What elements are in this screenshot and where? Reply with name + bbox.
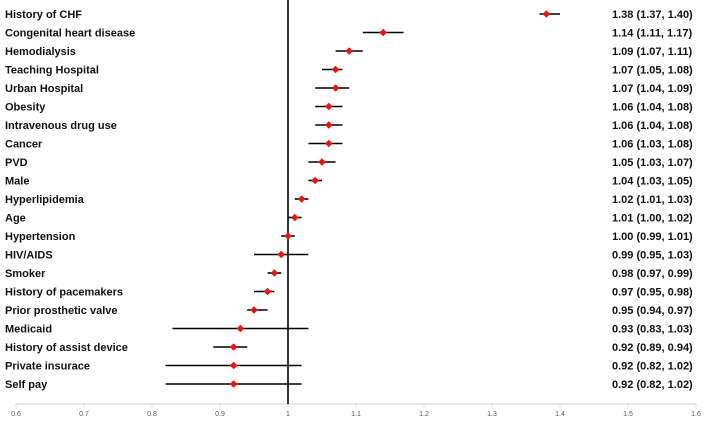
row-estimate-text: 0.95 (0.94, 0.97) bbox=[612, 305, 693, 317]
row-label: Male bbox=[5, 176, 29, 188]
point-estimate-marker bbox=[331, 65, 340, 74]
x-tick-label: 0.7 bbox=[79, 411, 89, 418]
point-estimate-marker bbox=[325, 121, 333, 129]
point-estimate-marker bbox=[325, 102, 333, 111]
row-label: Intravenous drug use bbox=[5, 120, 117, 132]
row-label: Congenital heart disease bbox=[5, 28, 135, 40]
row-label: Hypertension bbox=[5, 231, 76, 243]
row-label: Self pay bbox=[5, 379, 48, 391]
row-label: History of pacemakers bbox=[5, 287, 123, 299]
row-estimate-text: 1.02 (1.01, 1.03) bbox=[612, 194, 693, 206]
point-estimate-marker bbox=[318, 158, 326, 166]
row-estimate-text: 1.04 (1.03, 1.05) bbox=[612, 176, 693, 188]
point-estimate-marker bbox=[325, 139, 333, 148]
row-estimate-text: 1.06 (1.04, 1.08) bbox=[612, 120, 693, 132]
row-estimate-text: 0.92 (0.82, 1.02) bbox=[612, 379, 693, 391]
point-estimate-marker bbox=[277, 250, 285, 259]
point-estimate-marker bbox=[291, 213, 299, 222]
point-estimate-marker bbox=[379, 28, 387, 37]
point-estimate-marker bbox=[284, 232, 292, 240]
row-label: Teaching Hospital bbox=[5, 65, 99, 77]
row-label: History of CHF bbox=[5, 9, 82, 21]
row-estimate-text: 1.07 (1.04, 1.09) bbox=[612, 83, 693, 95]
row-label: Prior prosthetic valve bbox=[5, 305, 118, 317]
row-label: HIV/AIDS bbox=[5, 250, 53, 262]
row-estimate-text: 0.93 (0.83, 1.03) bbox=[612, 324, 693, 336]
point-estimate-marker bbox=[542, 10, 551, 18]
point-estimate-marker bbox=[263, 287, 272, 296]
row-label: Smoker bbox=[5, 268, 46, 280]
row-estimate-text: 0.92 (0.82, 1.02) bbox=[612, 361, 693, 373]
row-label: Obesity bbox=[5, 102, 46, 114]
row-estimate-text: 1.01 (1.00, 1.02) bbox=[612, 213, 693, 225]
point-estimate-marker bbox=[345, 47, 353, 55]
row-label: History of assist device bbox=[5, 342, 128, 354]
row-estimate-text: 1.14 (1.11, 1.17) bbox=[612, 28, 692, 40]
point-estimate-marker bbox=[311, 176, 319, 185]
row-label: Hyperlipidemia bbox=[5, 194, 85, 206]
x-tick-label: 0.9 bbox=[215, 411, 225, 418]
row-label: Cancer bbox=[5, 139, 43, 151]
point-estimate-marker bbox=[331, 84, 340, 92]
row-estimate-text: 1.06 (1.03, 1.08) bbox=[612, 139, 693, 151]
point-estimate-marker bbox=[236, 324, 245, 333]
point-estimate-marker bbox=[229, 380, 238, 388]
row-estimate-text: 1.06 (1.04, 1.08) bbox=[612, 102, 693, 114]
row-estimate-text: 0.92 (0.89, 0.94) bbox=[612, 342, 693, 354]
row-estimate-text: 0.97 (0.95, 0.98) bbox=[612, 287, 693, 299]
point-estimate-marker bbox=[270, 269, 279, 277]
x-tick-label: 1.4 bbox=[555, 411, 565, 418]
row-estimate-text: 1.07 (1.05, 1.08) bbox=[612, 65, 693, 77]
x-tick-label: 1.5 bbox=[623, 411, 633, 418]
point-estimate-marker bbox=[229, 343, 238, 351]
point-estimate-marker bbox=[229, 361, 238, 370]
row-estimate-text: 1.38 (1.37, 1.40) bbox=[612, 9, 693, 21]
row-estimate-text: 0.98 (0.97, 0.99) bbox=[612, 268, 693, 280]
row-label: Private insurace bbox=[5, 361, 90, 373]
x-tick-label: 0.8 bbox=[147, 411, 157, 418]
row-label: Hemodialysis bbox=[5, 46, 76, 58]
row-label: PVD bbox=[5, 157, 28, 169]
point-estimate-marker bbox=[297, 195, 306, 203]
row-label: Medicaid bbox=[5, 324, 52, 336]
row-estimate-text: 1.05 (1.03, 1.07) bbox=[612, 157, 693, 169]
x-tick-label: 1.3 bbox=[487, 411, 497, 418]
row-estimate-text: 0.99 (0.95, 1.03) bbox=[612, 250, 693, 262]
x-tick-label: 0.6 bbox=[11, 411, 21, 418]
row-estimate-text: 1.00 (0.99, 1.01) bbox=[612, 231, 693, 243]
row-label: Age bbox=[5, 213, 26, 225]
x-tick-label: 1.6 bbox=[691, 411, 701, 418]
x-tick-label: 1.1 bbox=[351, 411, 361, 418]
x-tick-label: 1 bbox=[286, 411, 290, 418]
row-estimate-text: 1.09 (1.07, 1.11) bbox=[612, 46, 692, 58]
x-tick-label: 1.2 bbox=[419, 411, 429, 418]
row-label: Urban Hospital bbox=[5, 83, 83, 95]
point-estimate-marker bbox=[250, 306, 258, 314]
